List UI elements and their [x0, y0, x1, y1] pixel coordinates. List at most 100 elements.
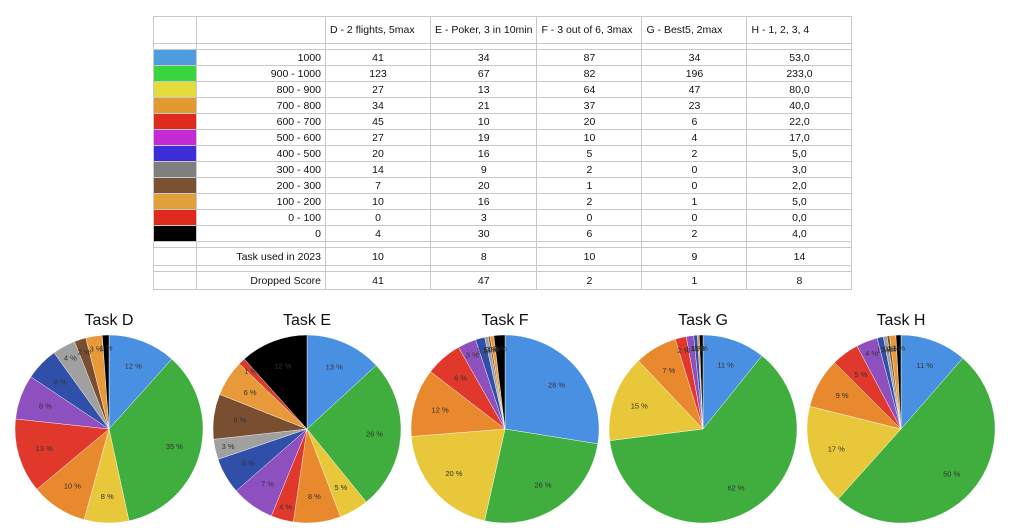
value-cell: 9: [429, 161, 538, 178]
value-cell: 23: [641, 97, 748, 114]
value-cell: 27: [325, 129, 431, 146]
pie-slice: [609, 355, 798, 524]
table-row: 500 - 600 27 19 10 4 17,0: [153, 129, 853, 146]
pie-svg: 12 % 35 % 8 % 10 % 13 % 8 % 6 % 4 %2 %3 %1 %: [14, 334, 204, 524]
value-cell: 4: [641, 129, 748, 146]
slice-label: 1 %: [100, 344, 113, 353]
slice-label: 8 %: [39, 401, 52, 410]
pie-svg: 11 %50 %17 %9 %5 %4 %1 %1 %0 %1 %1 %: [806, 334, 996, 524]
color-swatch: [154, 98, 196, 113]
color-swatch-cell: [153, 145, 197, 162]
blank-cell: [153, 247, 197, 266]
dropped-score-row: Dropped Score 41 47 2 1 8: [153, 271, 853, 290]
table-header-row: D - 2 flights, 5max E - Poker, 3 in 10min…: [153, 16, 853, 44]
color-swatch-cell: [153, 129, 197, 146]
color-swatch-cell: [153, 113, 197, 130]
slice-label: 2 %: [78, 348, 91, 357]
value-cell: 1: [641, 271, 748, 290]
pie-slice: [608, 360, 704, 441]
value-cell: 67: [429, 65, 538, 82]
column-header: G - Best5, 2max: [641, 16, 748, 44]
value-cell: 5,0: [746, 193, 853, 210]
slice-label: 15 %: [631, 402, 648, 411]
pie-svg: 28 %26 %20 %12 %6 %3 %2 %1 %0 %1 %2 %: [410, 334, 600, 524]
pie-slice: [411, 428, 506, 521]
value-cell: 37: [536, 97, 643, 114]
slice-label: 13 %: [326, 363, 343, 372]
color-swatch-cell: [153, 97, 197, 114]
value-cell: 4,0: [746, 225, 853, 242]
pie-slice: [306, 365, 402, 503]
value-cell: 20: [536, 113, 643, 130]
table-row: 200 - 300 7 20 1 0 2,0: [153, 177, 853, 194]
slice-label: 12 %: [125, 361, 142, 370]
slice-label: 28 %: [548, 381, 565, 390]
pie-title: Task E: [282, 312, 331, 329]
value-cell: 14: [746, 247, 853, 266]
slice-label: 8 %: [308, 492, 321, 501]
color-swatch: [154, 50, 196, 65]
pie-slice: [410, 371, 506, 437]
color-swatch-cell: [153, 49, 197, 66]
value-cell: 10: [536, 129, 643, 146]
slice-label: 4 %: [865, 349, 878, 358]
slice-label: 17 %: [828, 444, 845, 453]
value-cell: 0: [325, 209, 431, 226]
table-row: 300 - 400 14 9 2 0 3,0: [153, 161, 853, 178]
table-row: 0 4 30 6 2 4,0: [153, 225, 853, 242]
slice-label: 7 %: [662, 366, 675, 375]
pie-slice: [484, 428, 599, 524]
value-cell: 34: [641, 49, 748, 66]
score-table-body: D - 2 flights, 5max E - Poker, 3 in 10min…: [153, 16, 853, 290]
slice-label: 2 %: [494, 344, 507, 353]
value-cell: 3: [429, 209, 538, 226]
value-cell: 47: [429, 271, 538, 290]
pie-svg: 11 %62 %15 %7 %2 %1 %1 %0 %1 %: [608, 334, 798, 524]
range-label: 800 - 900: [196, 81, 326, 98]
slice-label: 0 %: [693, 344, 706, 353]
value-cell: 10: [429, 113, 538, 130]
color-swatch: [154, 226, 196, 241]
slice-label: 8 %: [233, 416, 246, 425]
color-swatch: [154, 162, 196, 177]
pie-title: Task D: [84, 312, 134, 329]
slice-label: 1 %: [690, 344, 703, 353]
slice-label: 11 %: [717, 361, 734, 370]
blank-cell: [153, 271, 197, 290]
pie-slice: [108, 334, 173, 430]
range-label: 900 - 1000: [196, 65, 326, 82]
value-cell: 0: [641, 161, 748, 178]
slice-label: 0 %: [485, 345, 498, 354]
slice-label: 26 %: [366, 429, 383, 438]
dropped-score-label: Dropped Score: [196, 271, 326, 290]
range-label: 500 - 600: [196, 129, 326, 146]
task-used-row: Task used in 2023 10 8 10 9 14: [153, 247, 853, 266]
value-cell: 123: [325, 65, 431, 82]
value-cell: 14: [325, 161, 431, 178]
slice-label: 3 %: [466, 351, 479, 360]
slice-label: 8 %: [101, 492, 114, 501]
value-cell: 1: [536, 177, 643, 194]
slice-label: 2 %: [477, 347, 490, 356]
table-row: 800 - 900 27 13 64 47 80,0: [153, 81, 853, 98]
range-label: 600 - 700: [196, 113, 326, 130]
value-cell: 5: [536, 145, 643, 162]
slice-label: 50 %: [943, 469, 960, 478]
value-cell: 64: [536, 81, 643, 98]
slice-label: 35 %: [166, 442, 183, 451]
value-cell: 233,0: [746, 65, 853, 82]
value-cell: 7: [325, 177, 431, 194]
value-cell: 2: [641, 225, 748, 242]
score-table: D - 2 flights, 5max E - Poker, 3 in 10min…: [153, 16, 853, 290]
value-cell: 2: [536, 271, 643, 290]
value-cell: 21: [429, 97, 538, 114]
pie-svg: 13 % 26 % 5 % 8 % 4 % 7 % 6 % 3 % 8 % 6 % 1 % 12 %: [212, 334, 402, 524]
value-cell: 41: [325, 271, 431, 290]
pie-slice: [699, 334, 704, 430]
color-swatch-cell: [153, 193, 197, 210]
value-cell: 16: [429, 145, 538, 162]
slice-label: 1 %: [685, 344, 698, 353]
slice-label: 9 %: [836, 391, 849, 400]
slice-label: 1 %: [877, 346, 890, 355]
value-cell: 34: [429, 49, 538, 66]
